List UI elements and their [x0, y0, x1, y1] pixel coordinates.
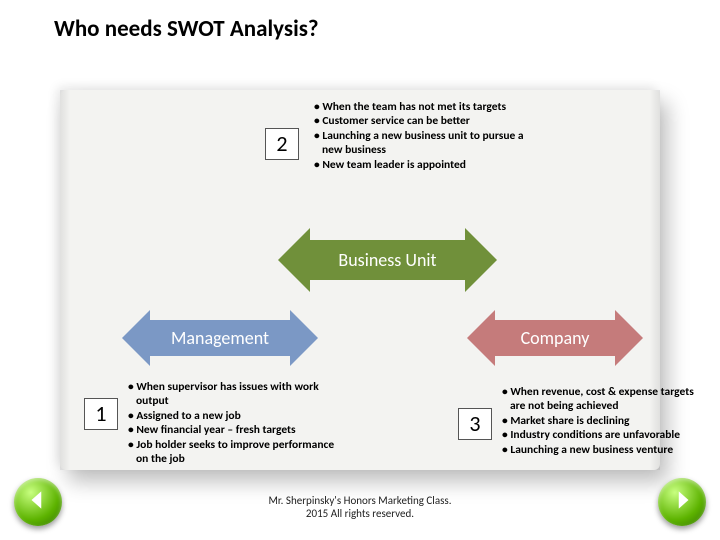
number-box-3: 3 [458, 408, 492, 440]
arrow-right-icon [669, 487, 695, 518]
page-title: Who needs SWOT Analysis? [54, 15, 319, 43]
bullet: • Industry conditions are unfavorable [498, 428, 708, 442]
bullet: • Launching a new business venture [498, 443, 708, 457]
arrow-company-label: Company [515, 327, 596, 349]
bullet: • Job holder seeks to improve performanc… [124, 438, 342, 467]
bullet: • Market share is declining [498, 414, 708, 428]
bullets-business-unit: • When the team has not met its targets … [310, 100, 528, 172]
bullet: • Customer service can be better [310, 114, 528, 128]
bullet: • When supervisor has issues with work o… [124, 380, 342, 409]
arrow-management: Management [150, 320, 290, 356]
footer: Mr. Sherpinsky's Honors Marketing Class.… [0, 494, 720, 520]
bullet: • Launching a new business unit to pursu… [310, 129, 528, 158]
bullets-management: • When supervisor has issues with work o… [124, 380, 342, 466]
next-button[interactable] [658, 478, 706, 526]
arrow-business-unit: Business Unit [310, 240, 465, 280]
bullet: • When revenue, cost & expense targets a… [498, 385, 708, 414]
arrow-left-icon [25, 487, 51, 518]
bullet: • When the team has not met its targets [310, 100, 528, 114]
bullet: • New financial year – fresh targets [124, 423, 342, 437]
number-box-2: 2 [265, 128, 299, 160]
bullet: • New team leader is appointed [310, 158, 528, 172]
number-box-1: 1 [84, 398, 118, 430]
bullet: • Assigned to a new job [124, 409, 342, 423]
footer-line-2: 2015 All rights reserved. [0, 507, 720, 520]
prev-button[interactable] [14, 478, 62, 526]
arrow-company: Company [495, 320, 615, 356]
footer-line-1: Mr. Sherpinsky's Honors Marketing Class. [0, 494, 720, 507]
arrow-business-label: Business Unit [332, 249, 442, 271]
bullets-company: • When revenue, cost & expense targets a… [498, 385, 708, 457]
arrow-management-label: Management [165, 327, 275, 349]
